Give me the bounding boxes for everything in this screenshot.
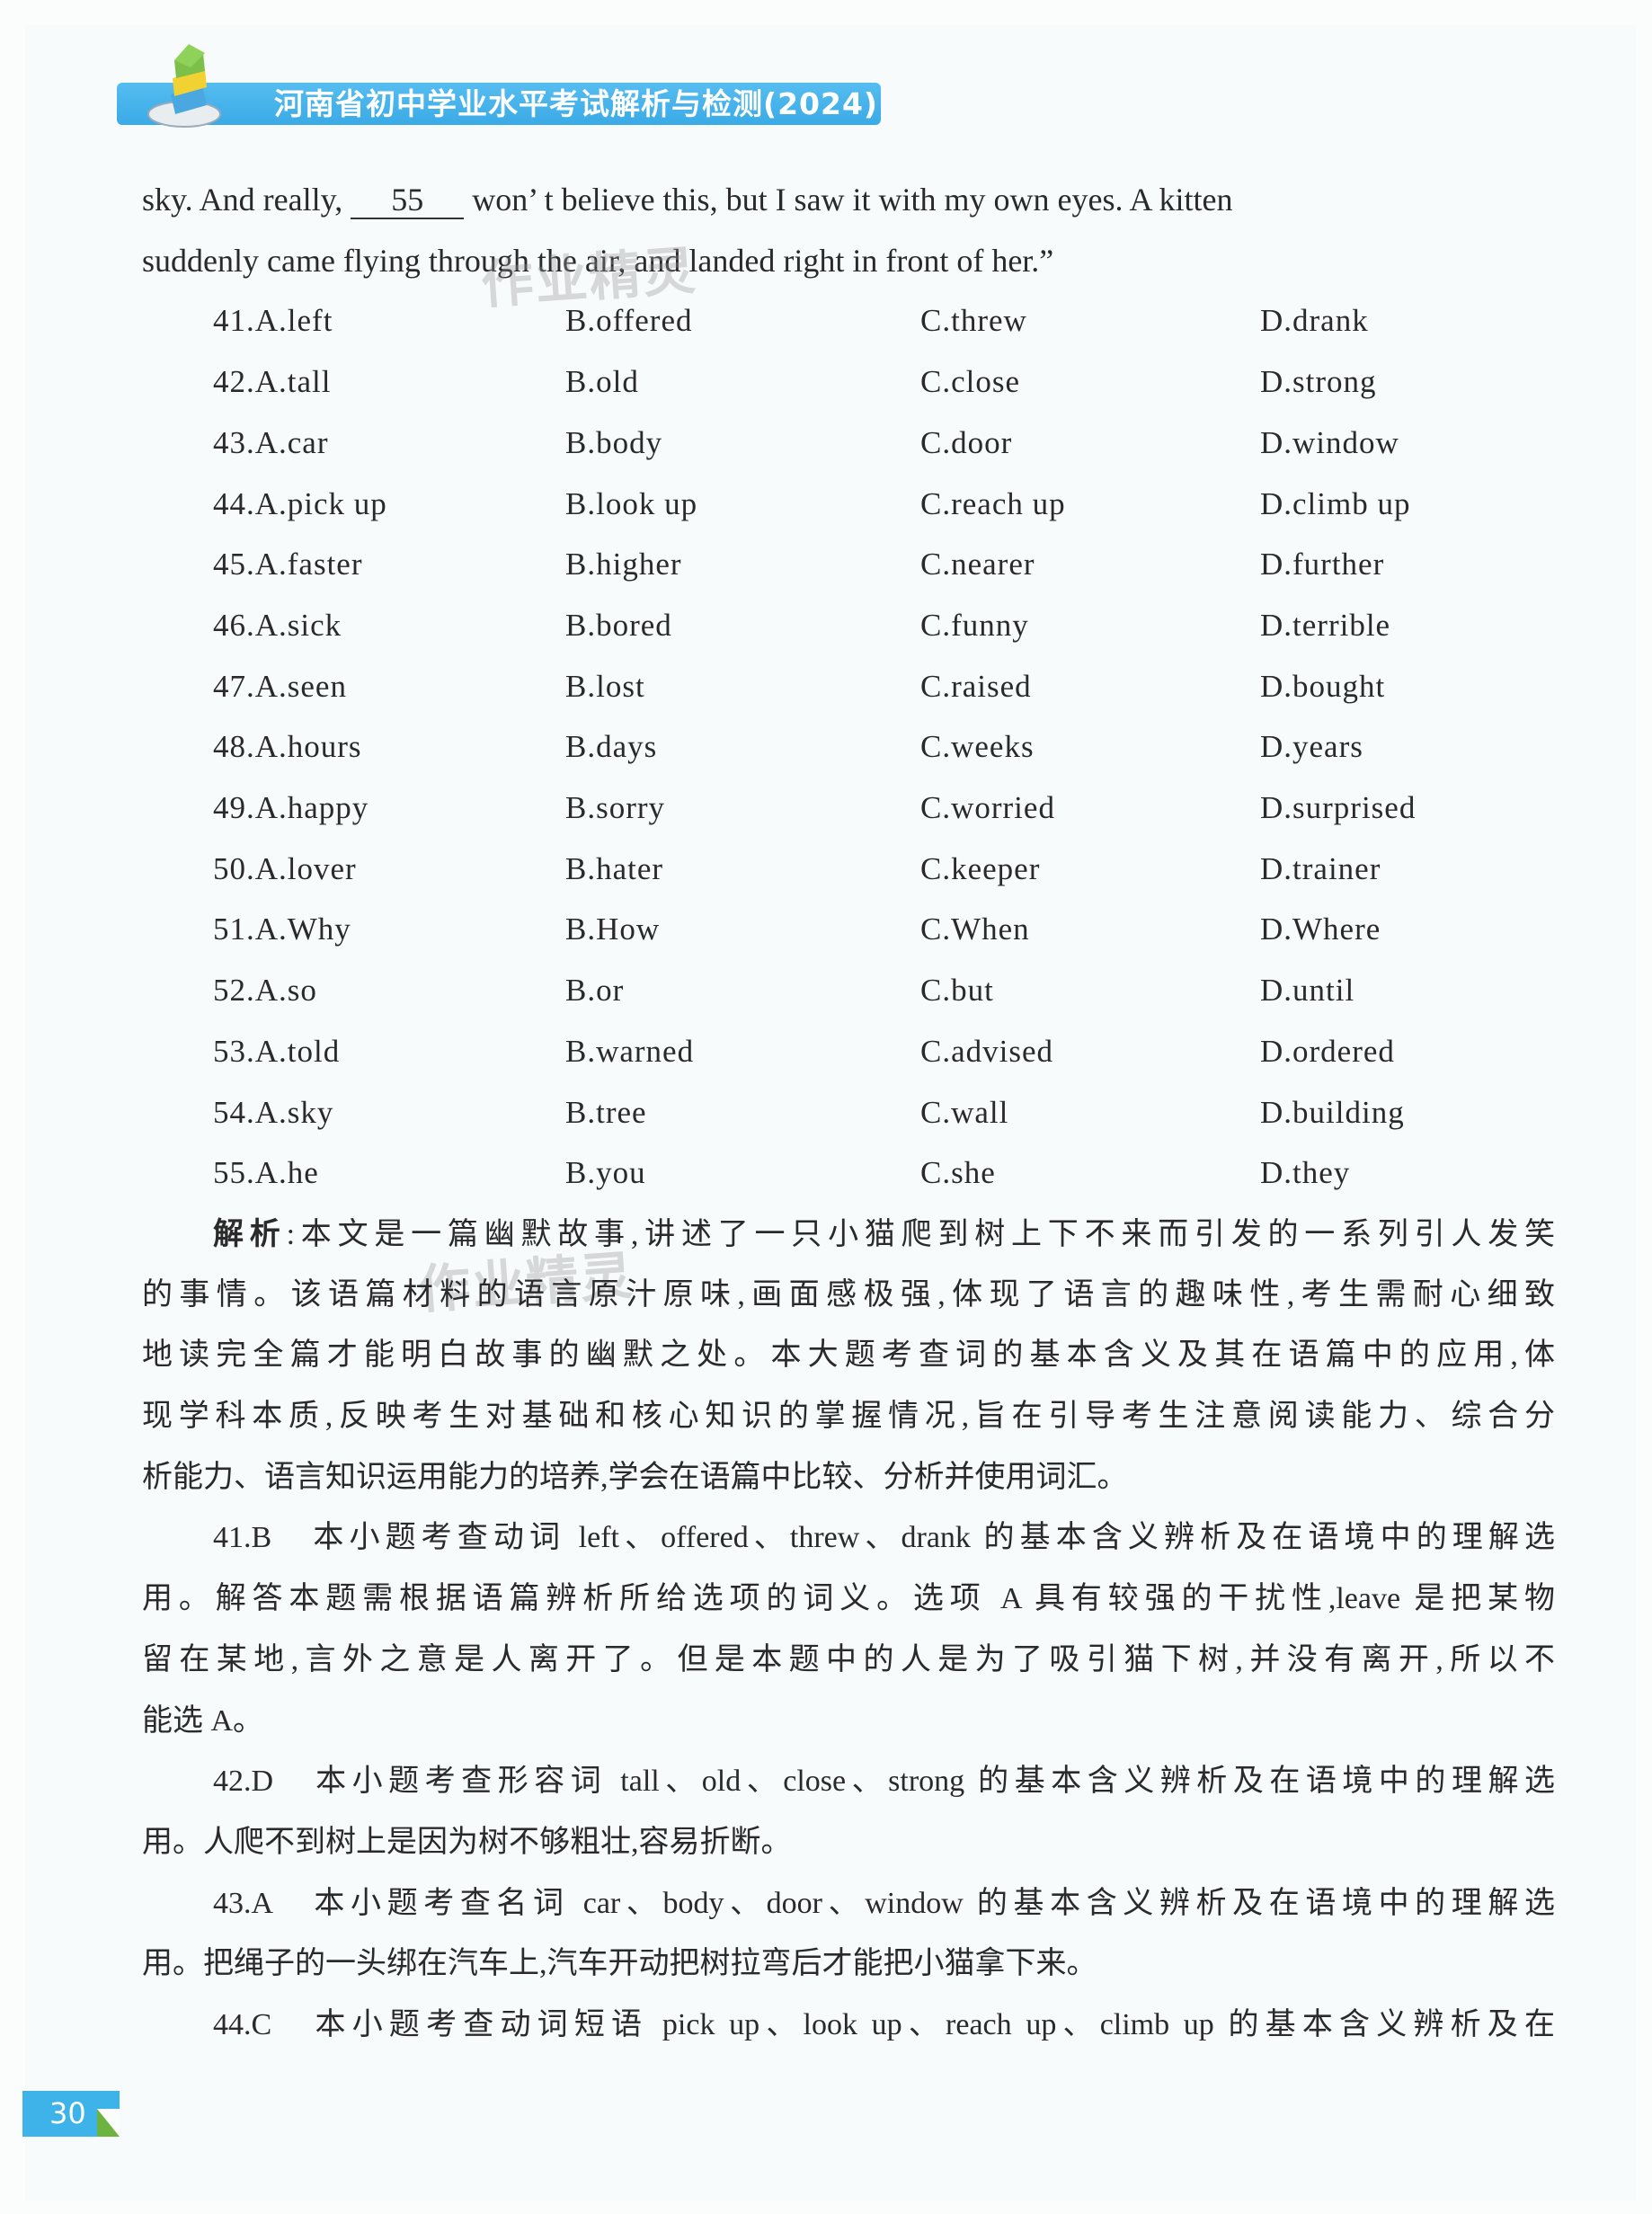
option-d: D.bought xyxy=(1260,668,1386,704)
option-a: 45.A.faster xyxy=(213,547,363,582)
option-b: B.body xyxy=(565,424,663,460)
blank-55: 55 xyxy=(351,182,465,219)
explanation-line: 留在某地,言外之意是人离开了。但是本题中的人是为了吸引猫下树,并没有离开,所以不 xyxy=(142,1642,1555,1676)
option-c: C.keeper xyxy=(920,850,1041,886)
analysis-line: 地读完全篇才能明白故事的幽默之处。本大题考查词的基本含义及其在语篇中的应用,体 xyxy=(142,1338,1555,1373)
option-c: C.nearer xyxy=(920,547,1035,582)
option-c: C.she xyxy=(920,1155,996,1191)
option-b: B.offered xyxy=(565,303,693,339)
option-d: D.terrible xyxy=(1260,607,1391,643)
option-a: 50.A.lover xyxy=(213,850,357,886)
analysis-line: 现学科本质,反映考生对基础和核心知识的掌握情况,旨在引导考生注意阅读能力、综合分 xyxy=(142,1400,1555,1433)
option-d: D.climb up xyxy=(1260,485,1411,521)
page-number: 30 xyxy=(49,2096,86,2130)
option-a: 52.A.so xyxy=(213,973,317,1009)
option-b: B.sorry xyxy=(565,790,666,825)
option-c: C.funny xyxy=(920,607,1029,643)
option-b: B.or xyxy=(565,973,625,1009)
option-d: D.drank xyxy=(1260,303,1369,339)
passage-line: suddenly came flying through the air, an… xyxy=(142,243,1054,279)
option-d: D.trainer xyxy=(1260,850,1381,886)
books-stack-icon xyxy=(147,44,221,128)
analysis-label: 解析 xyxy=(213,1215,287,1252)
option-b: B.days xyxy=(565,729,658,765)
option-c: C.advised xyxy=(920,1033,1054,1069)
option-a: 53.A.told xyxy=(213,1033,341,1069)
explanation-line: 用。把绳子的一头绑在汽车上,汽车开动把树拉弯后才能把小猫拿下来。 xyxy=(142,1947,1097,1981)
option-b: B.lost xyxy=(565,668,645,704)
option-c: C.close xyxy=(920,364,1021,400)
option-a: 42.A.tall xyxy=(213,364,332,400)
option-c: C.but xyxy=(920,973,994,1009)
explanation-line: 42.D 本小题考查形容词 tall、old、close、strong 的基本含… xyxy=(213,1765,1555,1799)
option-c: C.door xyxy=(920,424,1013,460)
option-b: B.How xyxy=(565,911,661,947)
option-d: D.window xyxy=(1260,424,1399,460)
option-d: D.building xyxy=(1260,1094,1405,1130)
option-b: B.look up xyxy=(565,485,698,521)
passage-text: won’ t believe this, but I saw it with m… xyxy=(472,182,1233,218)
option-a: 43.A.car xyxy=(213,424,329,460)
option-a: 49.A.happy xyxy=(213,790,369,825)
header-banner xyxy=(117,83,881,125)
option-d: D.they xyxy=(1260,1155,1351,1191)
option-a: 47.A.seen xyxy=(213,668,347,704)
header-title: 河南省初中学业水平考试解析与检测(2024) xyxy=(274,86,879,121)
option-a: 55.A.he xyxy=(213,1155,319,1191)
analysis-line: 解析:本文是一篇幽默故事,讲述了一只小猫爬到树上下不来而引发的一系列引人发笑 xyxy=(213,1204,1555,1265)
option-c: C.When xyxy=(920,911,1030,947)
option-a: 54.A.sky xyxy=(213,1094,334,1130)
option-c: C.weeks xyxy=(920,729,1035,765)
explanation-line: 用。人爬不到树上是因为树不够粗壮,容易折断。 xyxy=(142,1825,792,1859)
option-c: C.threw xyxy=(920,303,1027,339)
option-b: B.old xyxy=(565,364,639,400)
option-b: B.bored xyxy=(565,607,672,643)
option-d: D.years xyxy=(1260,729,1363,765)
passage-text: sky. And really, xyxy=(142,182,343,218)
option-c: C.raised xyxy=(920,668,1032,704)
option-a: 48.A.hours xyxy=(213,729,362,765)
option-b: B.hater xyxy=(565,850,664,886)
option-d: D.surprised xyxy=(1260,790,1417,825)
page-background xyxy=(25,25,1636,2201)
explanation-line: 41.B 本小题考查动词 left、offered、threw、drank 的基… xyxy=(213,1521,1555,1555)
option-d: D.until xyxy=(1260,973,1355,1009)
option-b: B.tree xyxy=(565,1094,647,1130)
explanation-line: 能选 A。 xyxy=(142,1703,264,1738)
option-d: D.strong xyxy=(1260,364,1377,400)
explanation-line: 44.C 本小题考查动词短语 pick up、look up、reach up、… xyxy=(213,2008,1555,2041)
analysis-text: :本文是一篇幽默故事,讲述了一只小猫爬到树上下不来而引发的一系列引人发笑 xyxy=(286,1217,1555,1251)
analysis-line: 的事情。该语篇材料的语言原汁原味,画面感极强,体现了语言的趣味性,考生需耐心细致 xyxy=(142,1277,1555,1312)
option-b: B.warned xyxy=(565,1033,695,1069)
option-c: C.worried xyxy=(920,790,1055,825)
option-a: 46.A.sick xyxy=(213,607,342,643)
option-b: B.you xyxy=(565,1155,646,1191)
option-d: D.ordered xyxy=(1260,1033,1395,1069)
page-tab-fold xyxy=(97,2109,120,2137)
explanation-line: 43.A 本小题考查名词 car、body、door、window 的基本含义辨… xyxy=(213,1886,1555,1920)
option-a: 51.A.Why xyxy=(213,911,351,947)
option-d: D.further xyxy=(1260,547,1385,582)
option-c: C.wall xyxy=(920,1094,1009,1130)
option-a: 44.A.pick up xyxy=(213,485,387,521)
option-b: B.higher xyxy=(565,547,682,582)
option-c: C.reach up xyxy=(920,485,1066,521)
option-a: 41.A.left xyxy=(213,303,333,339)
explanation-line: 用。解答本题需根据语篇辨析所给选项的词义。选项 A 具有较强的干扰性,leave… xyxy=(142,1582,1555,1616)
analysis-line: 析能力、语言知识运用能力的培养,学会在语篇中比较、分析并使用词汇。 xyxy=(142,1460,1128,1494)
option-d: D.Where xyxy=(1260,911,1381,947)
passage-line: sky. And really, 55 won’ t believe this,… xyxy=(142,169,1555,230)
